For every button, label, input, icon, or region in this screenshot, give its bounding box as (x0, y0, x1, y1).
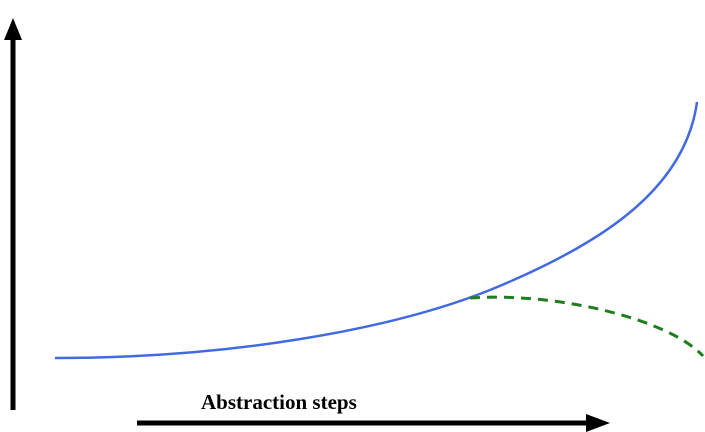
x-axis-arrow (137, 414, 610, 432)
x-axis-label: Abstraction steps (201, 390, 357, 414)
falling-dashed-curve (469, 295, 705, 358)
y-axis-arrowhead (4, 18, 22, 40)
x-axis-arrowhead (586, 414, 610, 432)
rising-curve (54, 101, 699, 360)
y-axis-arrow (4, 18, 22, 410)
